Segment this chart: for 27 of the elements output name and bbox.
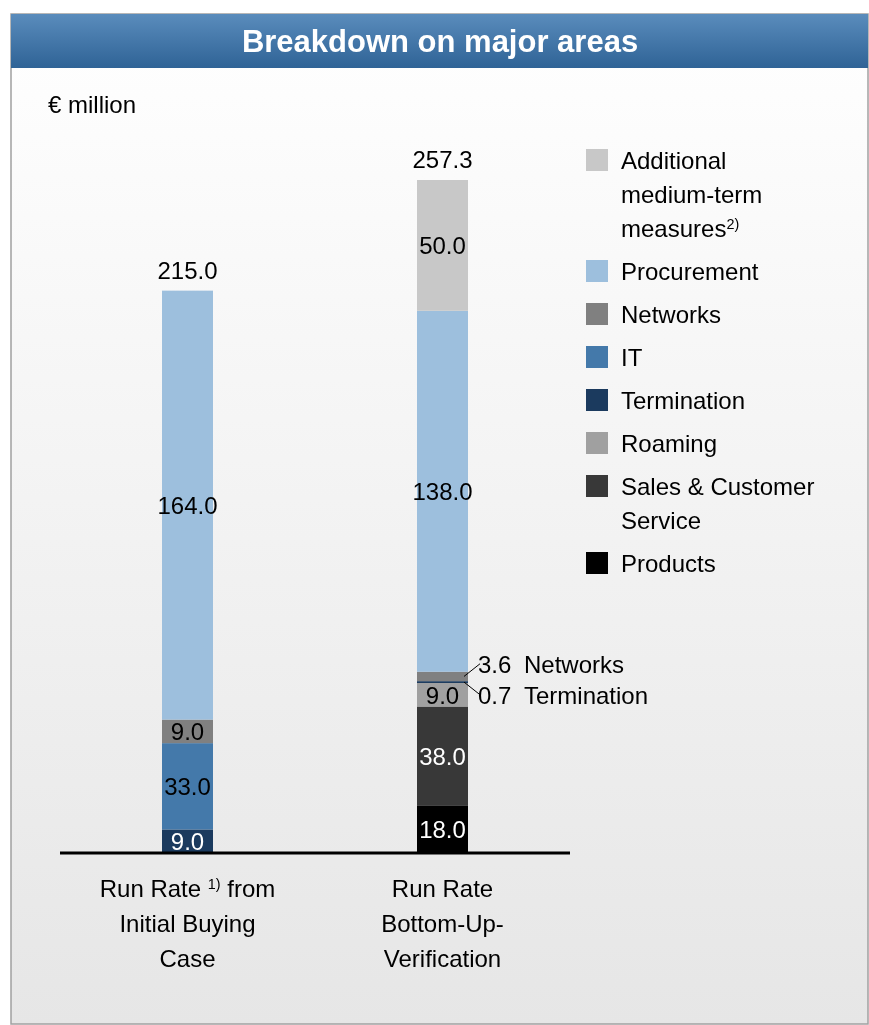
legend-label: IT [621, 344, 643, 371]
chart-title: Breakdown on major areas [241, 24, 639, 59]
data-label: 50.0 [419, 232, 466, 260]
x-tick-label: Run Rate Bottom-Up-Verification [381, 875, 504, 972]
legend-label: Roaming [621, 430, 718, 457]
data-label: 9.0 [170, 718, 205, 746]
data-label: 164.0 [157, 492, 218, 520]
legend-label: Additional medium-term measures$^{2)}$ [621, 147, 763, 242]
data-label: 3.6 [478, 650, 512, 678]
data-label: 138.0 [412, 478, 473, 506]
text: Networks [524, 650, 625, 678]
y-axis-title: € million [48, 91, 137, 118]
legend-label: Sales & Customer Service [621, 473, 815, 534]
total-label: 215.0 [157, 256, 218, 284]
data-label: 33.0 [164, 773, 211, 801]
legend-label: Procurement [621, 258, 759, 285]
data-label: 9.0 [425, 681, 460, 709]
data-label: 0.7 [478, 681, 512, 709]
data-label: 9.0 [170, 828, 205, 856]
legend-label: Products [621, 550, 716, 577]
x-tick-label: Run Rate $^{1)}$ from Initial Buying Case [99, 875, 276, 972]
text: Termination [524, 681, 649, 709]
legend-label: Termination [621, 387, 746, 414]
total-label: 257.3 [412, 146, 473, 173]
data-label: 18.0 [419, 816, 466, 844]
legend-label: Networks [621, 301, 722, 328]
data-label: 38.0 [419, 743, 466, 771]
